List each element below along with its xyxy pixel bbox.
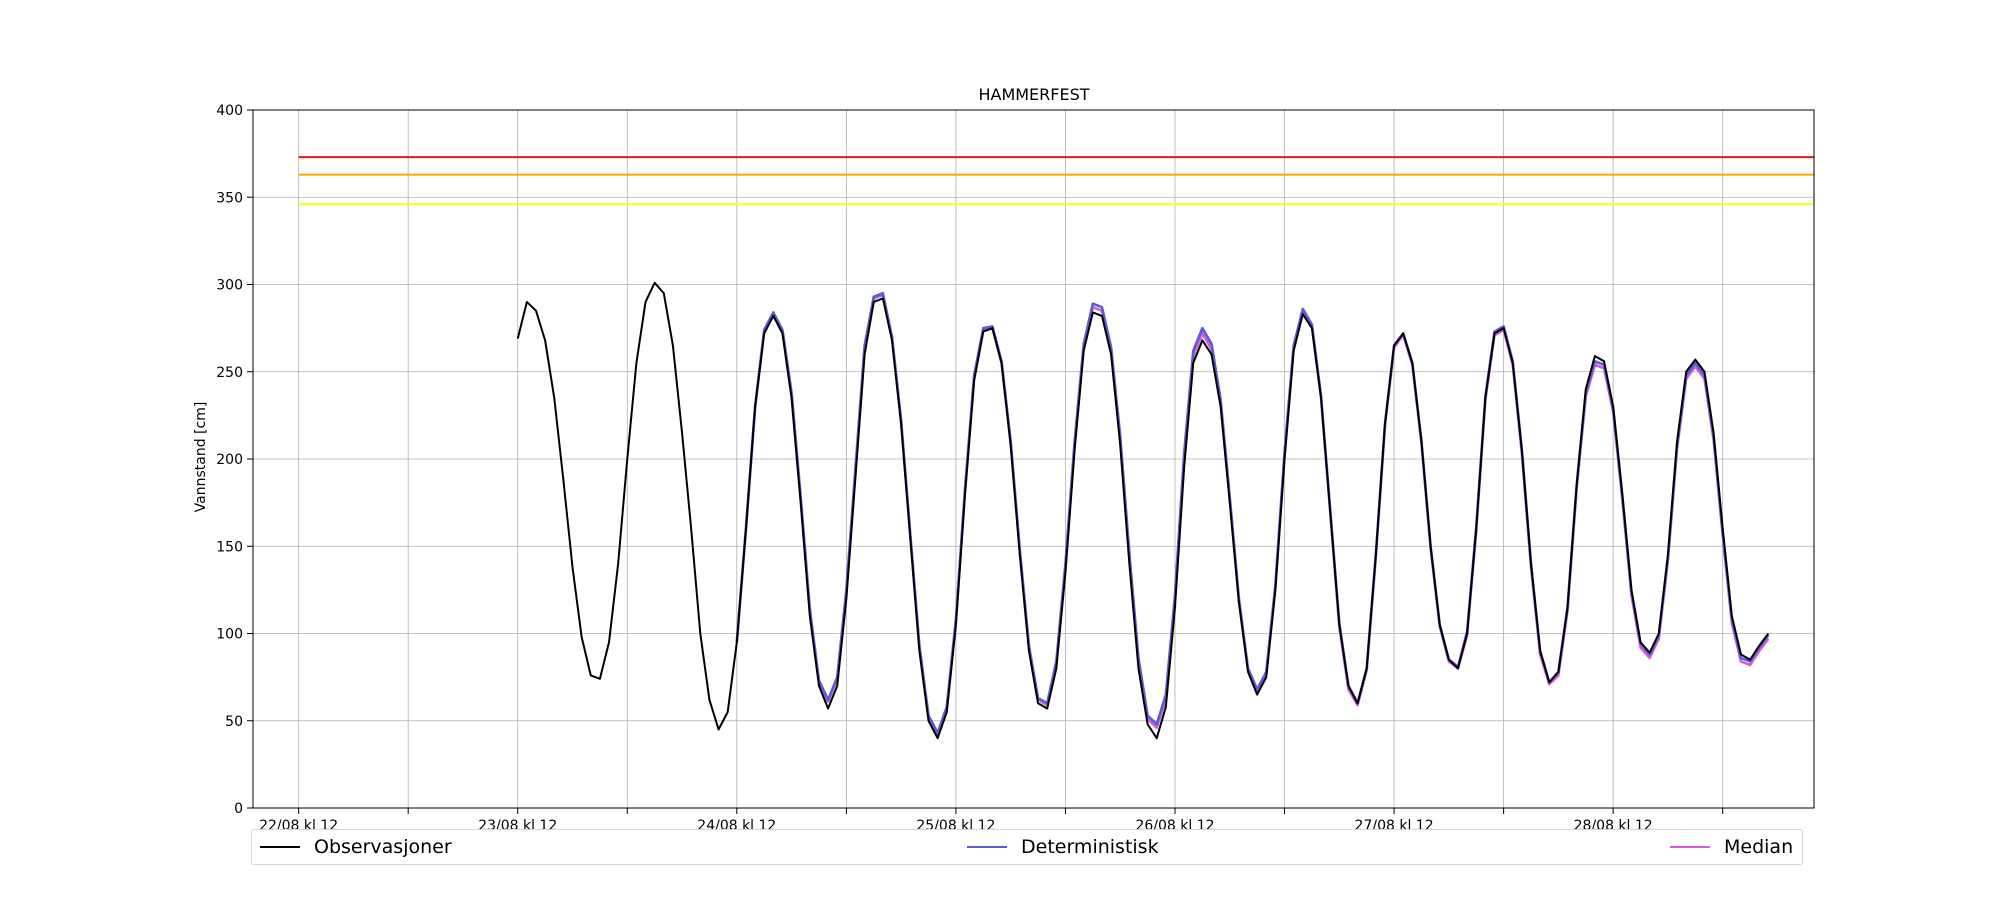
y-tick-label: 400 bbox=[216, 103, 243, 119]
series-lines bbox=[516, 281, 1770, 740]
y-tick-label: 0 bbox=[234, 801, 243, 817]
legend: Observasjoner Deterministisk Median bbox=[251, 829, 1803, 865]
legend-swatch-median bbox=[1670, 846, 1710, 848]
series-line-observasjoner bbox=[516, 281, 1770, 740]
y-tick-label: 300 bbox=[216, 278, 243, 294]
legend-swatch-deterministisk bbox=[967, 846, 1007, 848]
chart-title: HAMMERFEST bbox=[978, 85, 1089, 104]
legend-item-observasjoner[interactable]: Observasjoner bbox=[260, 830, 452, 864]
legend-label-deterministisk: Deterministisk bbox=[1021, 836, 1159, 858]
legend-item-median[interactable]: Median bbox=[1670, 830, 1793, 864]
legend-swatch-observasjoner bbox=[260, 846, 300, 848]
series-line-median bbox=[735, 293, 1770, 737]
y-tick-label: 250 bbox=[216, 365, 243, 381]
y-tick-label: 350 bbox=[216, 190, 243, 206]
y-tick-label: 200 bbox=[216, 452, 243, 468]
legend-label-observasjoner: Observasjoner bbox=[314, 836, 452, 858]
y-tick-label: 150 bbox=[216, 539, 243, 555]
y-tick-label: 50 bbox=[225, 714, 243, 730]
legend-item-deterministisk[interactable]: Deterministisk bbox=[967, 830, 1159, 864]
y-axis-label: Vannstand [cm] bbox=[193, 402, 209, 513]
threshold-lines bbox=[298, 156, 1814, 206]
series-line-deterministisk bbox=[735, 291, 1770, 735]
legend-label-median: Median bbox=[1724, 836, 1794, 858]
y-tick-label: 100 bbox=[216, 627, 243, 643]
